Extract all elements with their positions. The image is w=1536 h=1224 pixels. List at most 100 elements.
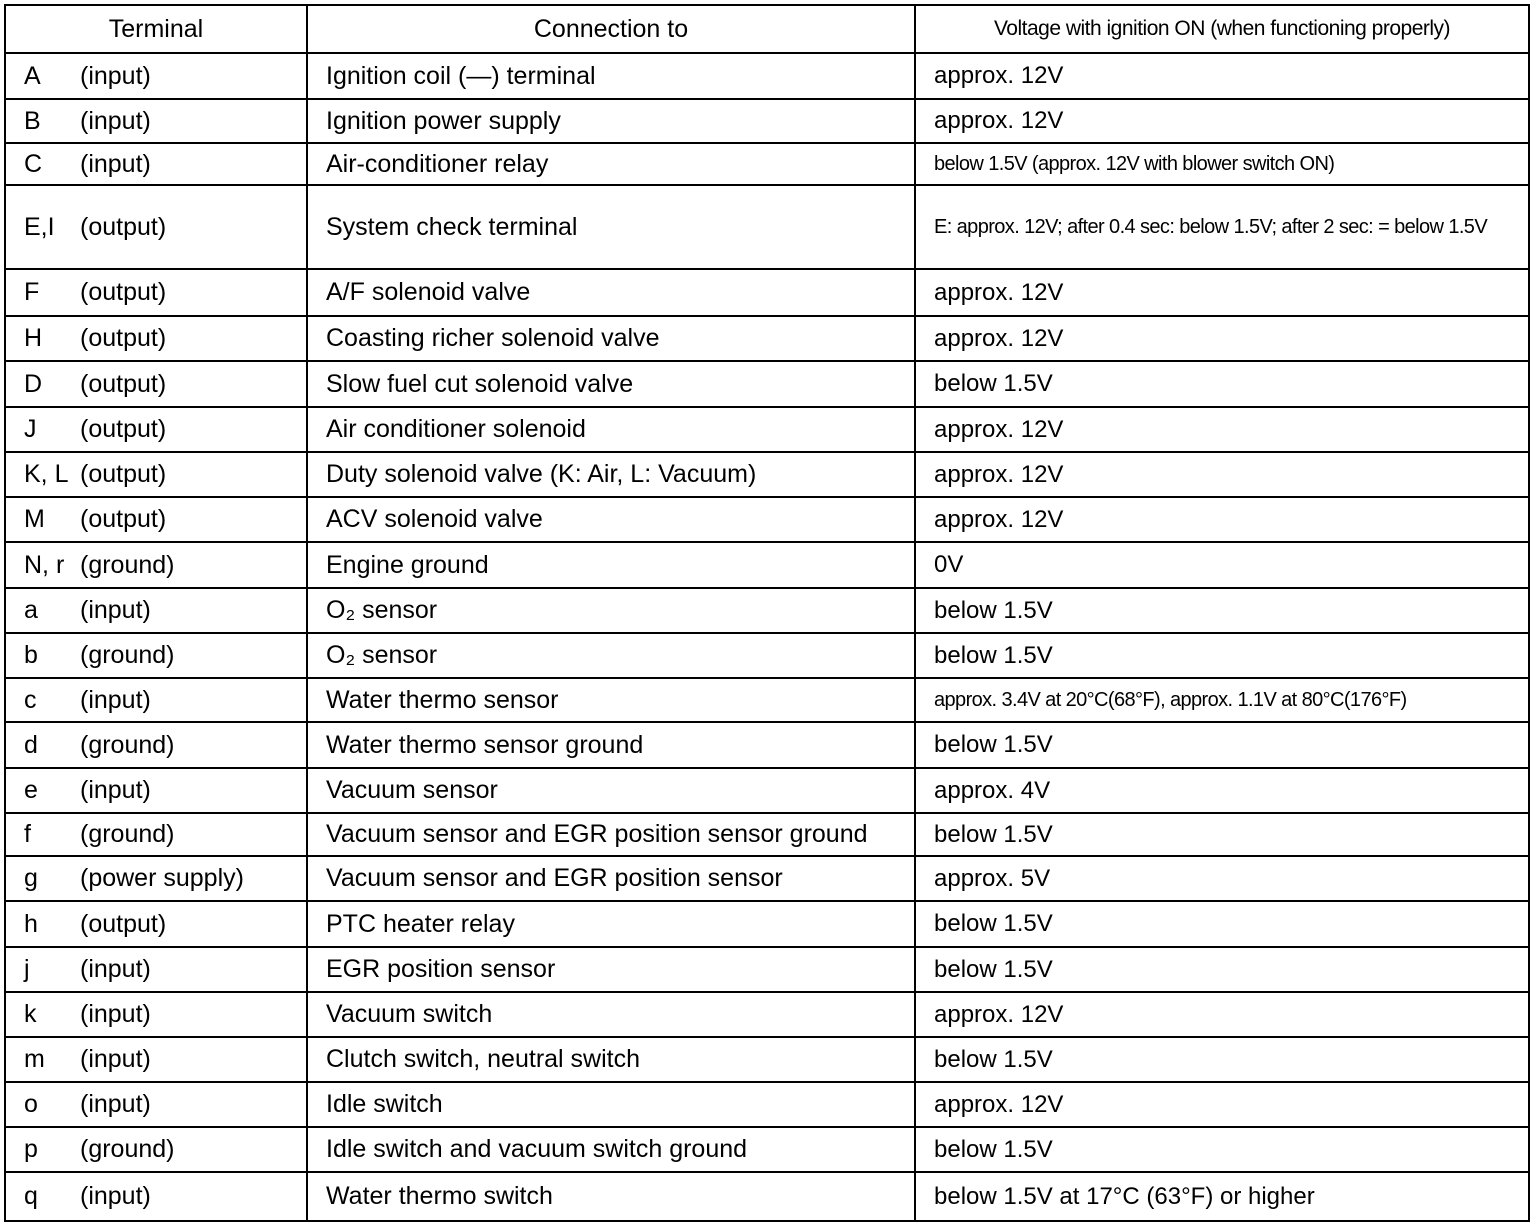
connection-cell: EGR position sensor bbox=[306, 946, 916, 993]
voltage-cell: approx. 12V bbox=[914, 268, 1530, 317]
terminal-type: (input) bbox=[80, 1182, 151, 1210]
terminal-type: (output) bbox=[80, 460, 167, 488]
terminal-cell: b (ground) bbox=[4, 632, 308, 679]
terminal-type: (input) bbox=[80, 685, 151, 714]
table-row: m (input) Clutch switch, neutral switch bel… bbox=[4, 1036, 1530, 1083]
table-row: K, L (output) Duty solenoid valve (K: Air,… bbox=[4, 451, 1530, 498]
header-row: Terminal Connection to Voltage with igni… bbox=[4, 4, 1530, 54]
terminal-type: (output) bbox=[80, 212, 167, 241]
terminal-id: d bbox=[24, 730, 38, 759]
terminal-cell: f (ground) bbox=[4, 812, 308, 857]
table-row: F (output) A/F solenoid valve approx. 12V bbox=[4, 268, 1530, 317]
connection-cell: PTC heater relay bbox=[306, 900, 916, 948]
terminal-type: (input) bbox=[80, 61, 151, 90]
table-row: J (output) Air conditioner solenoid approx.… bbox=[4, 406, 1530, 453]
table-row: H (output) Coasting richer solenoid valve a… bbox=[4, 315, 1530, 362]
terminal-id: J bbox=[24, 415, 37, 443]
connection-cell: Vacuum sensor bbox=[306, 767, 916, 814]
connection-cell: Water thermo sensor ground bbox=[306, 721, 916, 769]
connection-cell: Vacuum switch bbox=[306, 991, 916, 1038]
terminal-type: (input) bbox=[80, 1045, 151, 1073]
connection-cell: Ignition coil (—) terminal bbox=[306, 52, 916, 100]
connection-cell: O₂ sensor bbox=[306, 587, 916, 634]
terminal-id: h bbox=[24, 909, 38, 938]
terminal-type: (output) bbox=[80, 369, 167, 398]
terminal-id: k bbox=[24, 1000, 37, 1028]
table-row: a (input) O₂ sensor below 1.5V bbox=[4, 587, 1530, 634]
connection-cell: ACV solenoid valve bbox=[306, 496, 916, 543]
voltage-cell: 0V bbox=[914, 541, 1530, 589]
voltage-cell: below 1.5V bbox=[914, 587, 1530, 634]
terminal-cell: a (input) bbox=[4, 587, 308, 634]
terminal-id: A bbox=[24, 61, 41, 90]
terminal-id: N, r bbox=[24, 550, 65, 579]
terminal-id: K, L bbox=[24, 460, 69, 488]
terminal-cell: k (input) bbox=[4, 991, 308, 1038]
voltage-cell: approx. 12V bbox=[914, 496, 1530, 543]
connection-cell: Duty solenoid valve (K: Air, L: Vacuum) bbox=[306, 451, 916, 498]
connection-cell: Coasting richer solenoid valve bbox=[306, 315, 916, 362]
table-row: g (power supply) Vacuum sensor and EGR pos… bbox=[4, 855, 1530, 902]
terminal-id: p bbox=[24, 1135, 38, 1163]
connection-cell: Slow fuel cut solenoid valve bbox=[306, 360, 916, 408]
terminal-id: g bbox=[24, 864, 38, 892]
connection-cell: Water thermo sensor bbox=[306, 677, 916, 723]
terminal-type: (input) bbox=[80, 776, 151, 804]
terminal-id: f bbox=[24, 820, 31, 848]
table-row: M (output) ACV solenoid valve approx. 12V bbox=[4, 496, 1530, 543]
table-row: B (input) Ignition power supply approx. 12V bbox=[4, 98, 1530, 144]
terminal-cell: H (output) bbox=[4, 315, 308, 362]
terminal-cell: C (input) bbox=[4, 142, 308, 186]
terminal-id: a bbox=[24, 596, 38, 624]
terminal-cell: N, r (ground) bbox=[4, 541, 308, 589]
voltage-cell: approx. 12V bbox=[914, 406, 1530, 453]
terminal-cell: E,I (output) bbox=[4, 184, 308, 270]
terminal-type: (ground) bbox=[80, 550, 175, 579]
voltage-cell: below 1.5V bbox=[914, 721, 1530, 769]
header-voltage: Voltage with ignition ON (when functioni… bbox=[914, 4, 1530, 54]
table-row: D (output) Slow fuel cut solenoid valve bel… bbox=[4, 360, 1530, 408]
voltage-cell: approx. 12V bbox=[914, 315, 1530, 362]
terminal-id: m bbox=[24, 1045, 45, 1073]
table-row: o (input) Idle switch approx. 12V bbox=[4, 1081, 1530, 1128]
terminal-type: (ground) bbox=[80, 1135, 175, 1163]
terminal-type: (input) bbox=[80, 149, 151, 178]
terminal-cell: A (input) bbox=[4, 52, 308, 100]
table-row: e (input) Vacuum sensor approx. 4V bbox=[4, 767, 1530, 814]
terminal-type: (ground) bbox=[80, 730, 175, 759]
voltage-cell: approx. 5V bbox=[914, 855, 1530, 902]
table-row: C (input) Air-conditioner relay below 1.5V … bbox=[4, 142, 1530, 186]
voltage-cell: below 1.5V (approx. 12V with blower swit… bbox=[914, 142, 1530, 186]
terminal-type: (input) bbox=[80, 596, 151, 624]
table-row: b (ground) O₂ sensor below 1.5V bbox=[4, 632, 1530, 679]
terminal-cell: o (input) bbox=[4, 1081, 308, 1128]
terminal-id: H bbox=[24, 324, 43, 352]
connection-cell: Vacuum sensor and EGR position sensor gr… bbox=[306, 812, 916, 857]
terminal-id: D bbox=[24, 369, 43, 398]
terminal-cell: q (input) bbox=[4, 1171, 308, 1222]
connection-cell: Clutch switch, neutral switch bbox=[306, 1036, 916, 1083]
header-terminal: Terminal bbox=[4, 4, 308, 54]
terminal-type: (output) bbox=[80, 278, 167, 306]
voltage-cell: E: approx. 12V; after 0.4 sec: below 1.5… bbox=[914, 184, 1530, 270]
terminal-id: q bbox=[24, 1182, 38, 1210]
terminal-cell: K, L (output) bbox=[4, 451, 308, 498]
terminal-id: B bbox=[24, 106, 41, 135]
terminal-type: (ground) bbox=[80, 641, 175, 669]
header-connection: Connection to bbox=[306, 4, 916, 54]
terminal-id: b bbox=[24, 641, 38, 669]
terminal-cell: m (input) bbox=[4, 1036, 308, 1083]
terminal-cell: p (ground) bbox=[4, 1126, 308, 1173]
voltage-cell: below 1.5V bbox=[914, 360, 1530, 408]
voltage-cell: below 1.5V bbox=[914, 632, 1530, 679]
voltage-cell: approx. 12V bbox=[914, 1081, 1530, 1128]
terminal-cell: c (input) bbox=[4, 677, 308, 723]
connection-cell: Ignition power supply bbox=[306, 98, 916, 144]
terminal-type: (output) bbox=[80, 505, 167, 533]
terminal-cell: e (input) bbox=[4, 767, 308, 814]
voltage-cell: approx. 12V bbox=[914, 451, 1530, 498]
terminal-type: (input) bbox=[80, 106, 151, 135]
terminal-type: (power supply) bbox=[80, 864, 244, 892]
connection-cell: Idle switch bbox=[306, 1081, 916, 1128]
connection-cell: Air conditioner solenoid bbox=[306, 406, 916, 453]
